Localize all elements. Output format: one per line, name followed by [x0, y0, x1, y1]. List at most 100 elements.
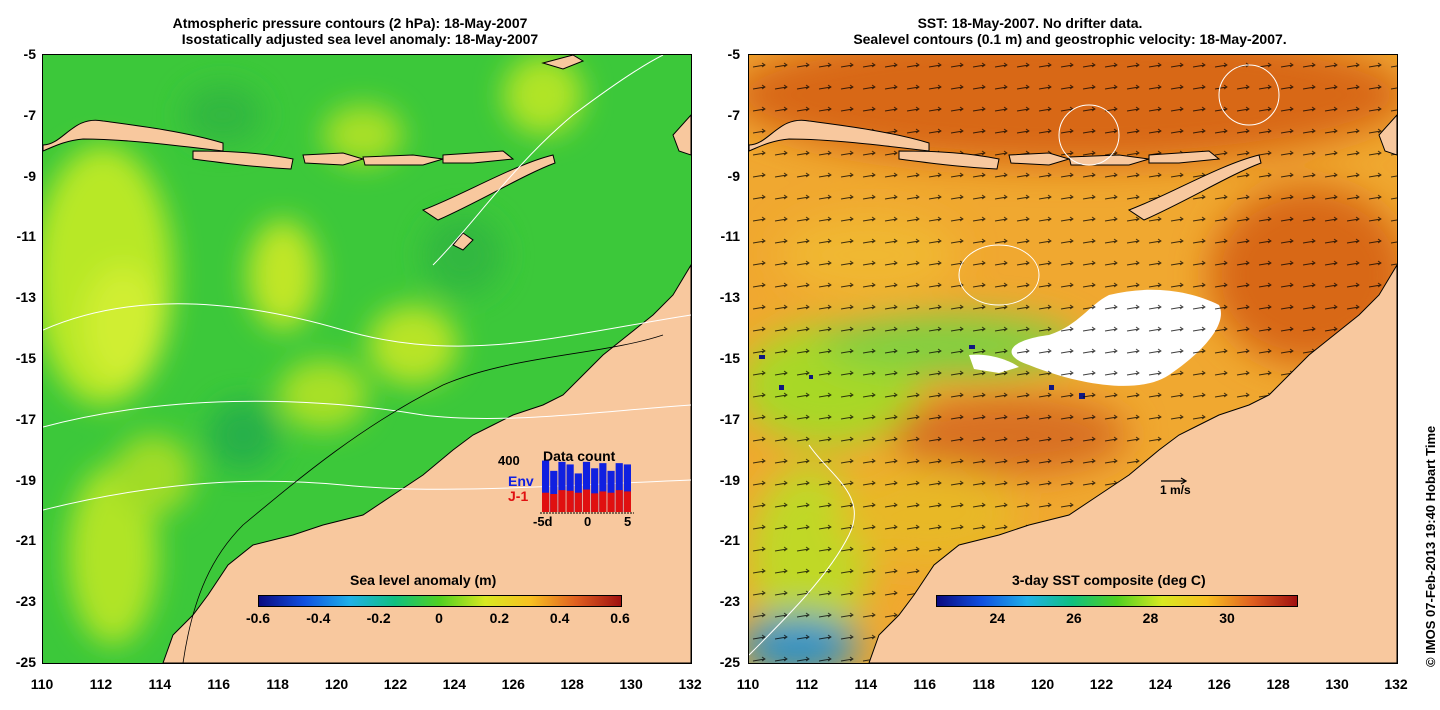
- env-count-bar: [574, 473, 582, 512]
- data-count-axis-label: 5: [624, 514, 632, 529]
- lon-label: 110: [736, 676, 760, 692]
- land-mask: [43, 55, 691, 663]
- j1-count-bar: [582, 489, 591, 512]
- lon-label: 114: [148, 676, 172, 692]
- j1-count-bar: [623, 491, 631, 512]
- lat-label: -23: [15, 593, 36, 610]
- sst-map-svg: [749, 55, 1397, 663]
- env-count-bar: [550, 470, 558, 512]
- left-title-line2: Isostatically adjusted sea level anomaly…: [181, 31, 539, 47]
- lat-label: -19: [15, 471, 36, 488]
- credit-text: © IMOS 07-Feb-2013 19:40 Hobart Time: [1423, 425, 1438, 667]
- j1-count-bar: [542, 492, 550, 512]
- lat-label: -5: [727, 46, 740, 62]
- j1-count-bar: [591, 493, 599, 512]
- lat-label: -9: [23, 167, 36, 184]
- lon-label: 124: [1148, 676, 1173, 692]
- data-count-chart: [540, 460, 634, 514]
- lon-label: 130: [1325, 676, 1349, 692]
- sst-colorbar: [936, 595, 1298, 607]
- data-count-axis-label: 0: [584, 514, 592, 529]
- lon-label: 122: [1089, 676, 1114, 692]
- data-count-j1-label: J-1: [508, 488, 529, 504]
- sla-colorbar-tick: 0.4: [549, 610, 570, 626]
- j1-count-bar: [550, 494, 558, 512]
- sla-colorbar-tick: 0: [435, 610, 443, 626]
- env-count-bar: [591, 468, 599, 512]
- lat-label: -7: [23, 106, 36, 123]
- data-count-max: 400: [498, 453, 520, 468]
- lon-label: 122: [383, 676, 408, 692]
- lat-label: -17: [15, 410, 36, 427]
- sea-level-anomaly-map: [42, 54, 692, 664]
- lat-label: -21: [15, 532, 36, 549]
- sst-colorbar-tick: 28: [1142, 610, 1159, 626]
- data-count-title: Data count: [543, 448, 616, 464]
- lon-label: 126: [1207, 676, 1231, 692]
- data-count-axis-label: -5d: [533, 514, 553, 529]
- env-count-bar: [582, 461, 591, 512]
- lat-label: -17: [719, 410, 740, 427]
- sla-anomaly-field: [43, 55, 583, 645]
- j1-count-bar: [615, 490, 623, 512]
- lon-label: 112: [89, 676, 113, 692]
- env-count-bar: [615, 463, 623, 512]
- j1-count-bar: [607, 492, 615, 512]
- env-count-bar: [558, 461, 566, 512]
- lat-label: -7: [727, 106, 740, 123]
- sla-colorbar-tick: 0.6: [610, 610, 630, 626]
- sst-map: [748, 54, 1398, 664]
- sla-colorbar-tick: -0.4: [306, 610, 331, 626]
- right-title-line1: SST: 18-May-2007. No drifter data.: [917, 15, 1143, 31]
- lon-label: 116: [913, 676, 937, 692]
- j1-count-bar: [599, 491, 607, 512]
- lat-label: -13: [719, 289, 740, 306]
- lat-label: -23: [719, 593, 740, 610]
- j1-count-bar: [574, 492, 582, 512]
- right-title-line2: Sealevel contours (0.1 m) and geostrophi…: [853, 31, 1287, 47]
- lat-label: -11: [720, 228, 740, 245]
- lat-label: -25: [15, 654, 36, 670]
- sla-colorbar-label: Sea level anomaly (m): [350, 572, 497, 588]
- lon-label: 120: [324, 676, 349, 692]
- sla-colorbar-tick: 0.2: [489, 610, 510, 626]
- data-count-env-label: Env: [508, 473, 534, 489]
- env-count-bar: [566, 464, 574, 512]
- lon-label: 124: [442, 676, 467, 692]
- lon-label: 112: [795, 676, 819, 692]
- lon-label: 120: [1030, 676, 1055, 692]
- lon-label: 132: [678, 676, 702, 692]
- lat-label: -5: [23, 46, 36, 62]
- env-count-bar: [542, 460, 550, 512]
- j1-count-bar: [566, 490, 574, 512]
- j1-count-bar: [558, 490, 566, 512]
- lon-label: 118: [266, 676, 289, 692]
- sst-colorbar-tick: 24: [989, 610, 1006, 626]
- sst-colorbar-tick: 30: [1219, 610, 1235, 626]
- lon-label: 128: [560, 676, 584, 692]
- velocity-scale-arrow-icon: [1161, 477, 1188, 485]
- sla-colorbar-tick: -0.2: [366, 610, 391, 626]
- lat-label: -21: [719, 532, 740, 549]
- sla-map-svg: [43, 55, 691, 663]
- sea-level-contours: [749, 64, 1280, 656]
- sla-colorbar-tick: -0.6: [245, 610, 271, 626]
- sla-colorbar: [258, 595, 622, 607]
- lat-label: -19: [719, 471, 740, 488]
- lat-label: -9: [727, 167, 740, 184]
- left-title-line1: Atmospheric pressure contours (2 hPa): 1…: [172, 15, 528, 31]
- lat-label: -11: [16, 228, 36, 245]
- lon-label: 114: [854, 676, 878, 692]
- lat-label: -25: [719, 654, 740, 670]
- env-count-bar: [623, 464, 631, 512]
- lon-label: 128: [1266, 676, 1290, 692]
- lon-label: 130: [619, 676, 643, 692]
- lat-label: -15: [15, 350, 36, 366]
- lon-label: 116: [207, 676, 231, 692]
- env-count-bar: [607, 470, 615, 512]
- sst-colorbar-label: 3-day SST composite (deg C): [1012, 572, 1206, 588]
- env-count-bar: [599, 463, 607, 512]
- lat-label: -13: [15, 289, 36, 306]
- lon-label: 118: [972, 676, 995, 692]
- lon-label: 110: [30, 676, 54, 692]
